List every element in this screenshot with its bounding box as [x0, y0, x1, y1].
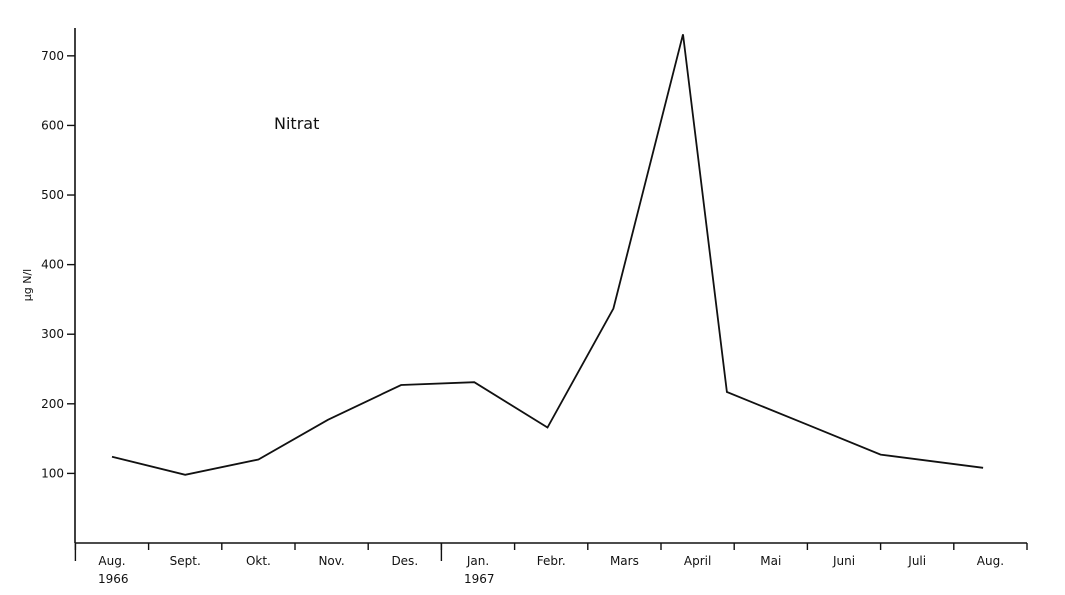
y-tick-label: 600 [41, 118, 64, 132]
x-axis: Aug. Sept. Okt. Nov. Des. Jan. Febr. Mars April M… [74, 542, 1028, 586]
year-label: 1966 [98, 572, 129, 586]
x-ticks: Aug. Sept. Okt. Nov. Des. Jan. Febr. Mars April M… [74, 543, 1028, 586]
series-layer [111, 34, 984, 476]
x-tick-label: Mai [760, 554, 781, 568]
y-tick-label: 200 [41, 397, 64, 411]
x-tick-label: Jan. [466, 554, 489, 568]
x-tick-label: Okt. [246, 554, 271, 568]
x-tick-label: Mars [610, 554, 639, 568]
y-tick-label: 500 [41, 188, 64, 202]
x-tick-label: Aug. [98, 554, 125, 568]
x-tick-label: Des. [391, 554, 418, 568]
x-tick-label: April [684, 554, 711, 568]
x-tick-label: Aug. [977, 554, 1004, 568]
y-axis: 100 200 300 400 500 600 700 [41, 28, 76, 543]
y-tick-label: 700 [41, 49, 64, 63]
y-tick-label: 100 [41, 466, 64, 480]
series-line [111, 34, 984, 476]
x-tick-label: Juni [832, 554, 855, 568]
x-tick-label: Sept. [170, 554, 201, 568]
year-label: 1967 [464, 572, 495, 586]
series-annotation: Nitrat [274, 114, 319, 133]
y-ticks: 100 200 300 400 500 600 700 [41, 49, 75, 480]
x-tick-label: Nov. [318, 554, 344, 568]
y-tick-label: 300 [41, 327, 64, 341]
y-axis-label: µg N/l [21, 269, 34, 301]
x-tick-label: Febr. [537, 554, 566, 568]
x-tick-label: Juli [907, 554, 926, 568]
y-tick-label: 400 [41, 258, 64, 272]
